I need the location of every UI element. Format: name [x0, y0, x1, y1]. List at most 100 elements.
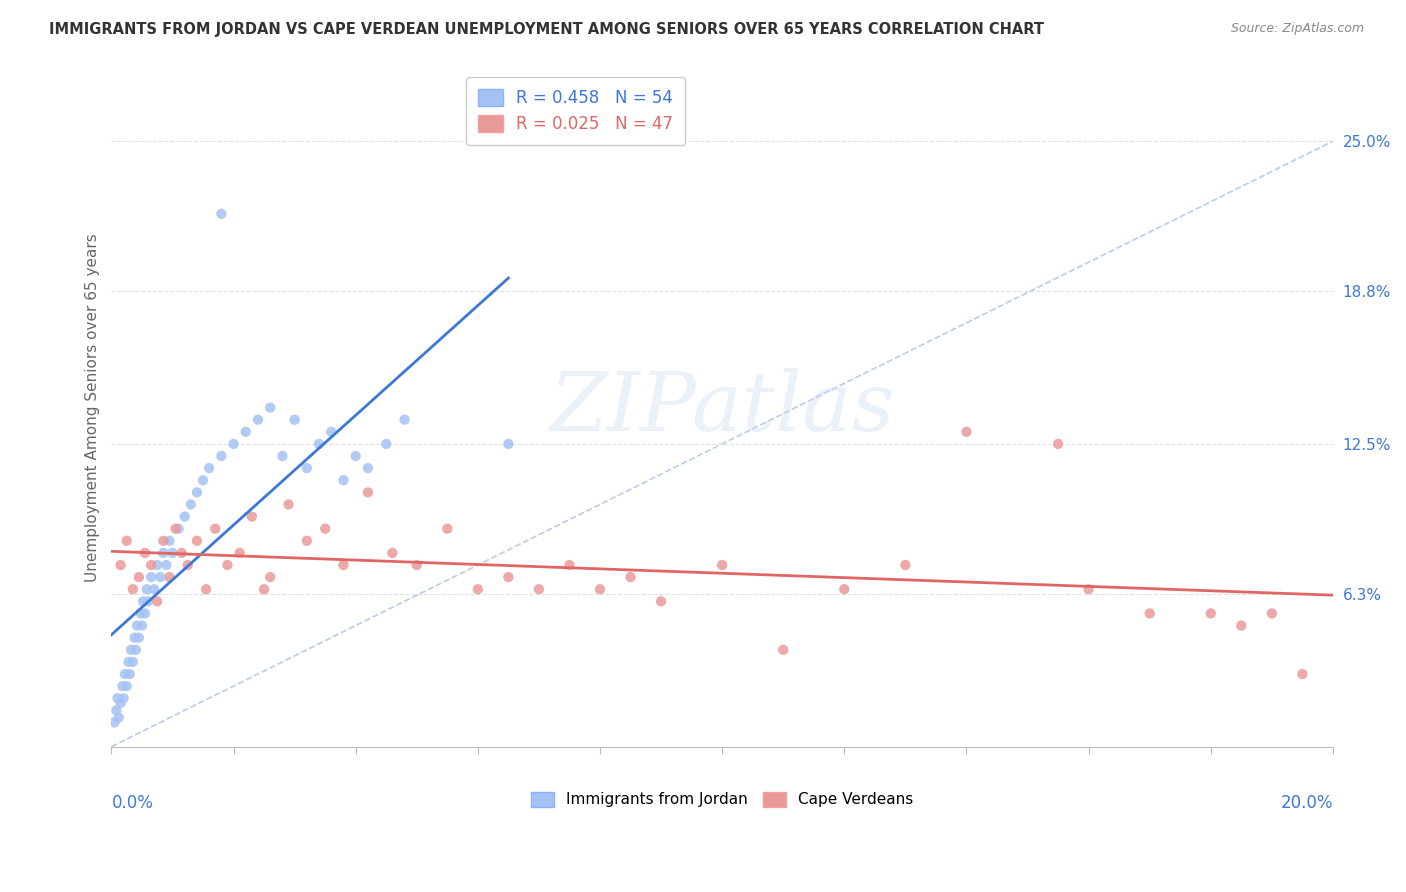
Point	[103, 715, 125, 730]
Point	[195, 582, 218, 597]
Point	[125, 618, 148, 632]
Point	[128, 570, 150, 584]
Point	[436, 522, 458, 536]
Point	[180, 498, 202, 512]
Point	[117, 655, 139, 669]
Point	[124, 631, 146, 645]
Text: Source: ZipAtlas.com: Source: ZipAtlas.com	[1230, 22, 1364, 36]
Point	[110, 696, 132, 710]
Point	[159, 533, 181, 548]
Point	[246, 413, 269, 427]
Point	[259, 570, 281, 584]
Point	[1077, 582, 1099, 597]
Point	[162, 546, 184, 560]
Point	[498, 437, 520, 451]
Point	[115, 533, 138, 548]
Point	[1291, 667, 1313, 681]
Point	[650, 594, 672, 608]
Point	[357, 461, 380, 475]
Point	[357, 485, 380, 500]
Point	[139, 558, 162, 572]
Point	[1261, 607, 1284, 621]
Point	[135, 582, 157, 597]
Point	[209, 207, 232, 221]
Point	[1139, 607, 1161, 621]
Point	[125, 642, 148, 657]
Point	[143, 582, 166, 597]
Point	[240, 509, 263, 524]
Point	[177, 558, 200, 572]
Point	[121, 582, 143, 597]
Text: IMMIGRANTS FROM JORDAN VS CAPE VERDEAN UNEMPLOYMENT AMONG SENIORS OVER 65 YEARS : IMMIGRANTS FROM JORDAN VS CAPE VERDEAN U…	[49, 22, 1045, 37]
Point	[128, 631, 150, 645]
Point	[159, 570, 181, 584]
Point	[498, 570, 520, 584]
Point	[295, 461, 318, 475]
Point	[107, 691, 129, 706]
Point	[558, 558, 581, 572]
Point	[204, 522, 226, 536]
Point	[118, 667, 141, 681]
Point	[321, 425, 343, 439]
Point	[112, 691, 135, 706]
Point	[146, 594, 169, 608]
Point	[381, 546, 404, 560]
Point	[107, 710, 129, 724]
Point	[165, 522, 187, 536]
Text: ZIPatlas: ZIPatlas	[550, 368, 894, 448]
Legend: Immigrants from Jordan, Cape Verdeans: Immigrants from Jordan, Cape Verdeans	[524, 785, 920, 814]
Point	[111, 679, 134, 693]
Point	[131, 618, 153, 632]
Point	[139, 570, 162, 584]
Point	[155, 558, 177, 572]
Point	[955, 425, 977, 439]
Point	[894, 558, 917, 572]
Point	[152, 546, 174, 560]
Point	[527, 582, 550, 597]
Point	[375, 437, 398, 451]
Point	[1047, 437, 1070, 451]
Point	[711, 558, 734, 572]
Point	[405, 558, 427, 572]
Point	[1230, 618, 1253, 632]
Point	[1199, 607, 1222, 621]
Point	[619, 570, 641, 584]
Text: 20.0%: 20.0%	[1281, 794, 1333, 812]
Point	[134, 607, 156, 621]
Point	[120, 642, 142, 657]
Point	[146, 558, 169, 572]
Point	[332, 558, 354, 572]
Point	[277, 498, 299, 512]
Point	[152, 533, 174, 548]
Point	[394, 413, 416, 427]
Point	[134, 546, 156, 560]
Text: 0.0%: 0.0%	[111, 794, 153, 812]
Point	[467, 582, 489, 597]
Point	[136, 594, 159, 608]
Point	[772, 642, 794, 657]
Point	[271, 449, 294, 463]
Point	[115, 679, 138, 693]
Point	[186, 485, 208, 500]
Point	[209, 449, 232, 463]
Point	[191, 473, 214, 487]
Y-axis label: Unemployment Among Seniors over 65 years: Unemployment Among Seniors over 65 years	[86, 233, 100, 582]
Point	[129, 607, 152, 621]
Point	[114, 667, 136, 681]
Point	[110, 558, 132, 572]
Point	[173, 509, 195, 524]
Point	[198, 461, 221, 475]
Point	[170, 546, 193, 560]
Point	[186, 533, 208, 548]
Point	[253, 582, 276, 597]
Point	[314, 522, 336, 536]
Point	[332, 473, 354, 487]
Point	[121, 655, 143, 669]
Point	[222, 437, 245, 451]
Point	[344, 449, 367, 463]
Point	[295, 533, 318, 548]
Point	[149, 570, 172, 584]
Point	[589, 582, 612, 597]
Point	[105, 703, 128, 717]
Point	[308, 437, 330, 451]
